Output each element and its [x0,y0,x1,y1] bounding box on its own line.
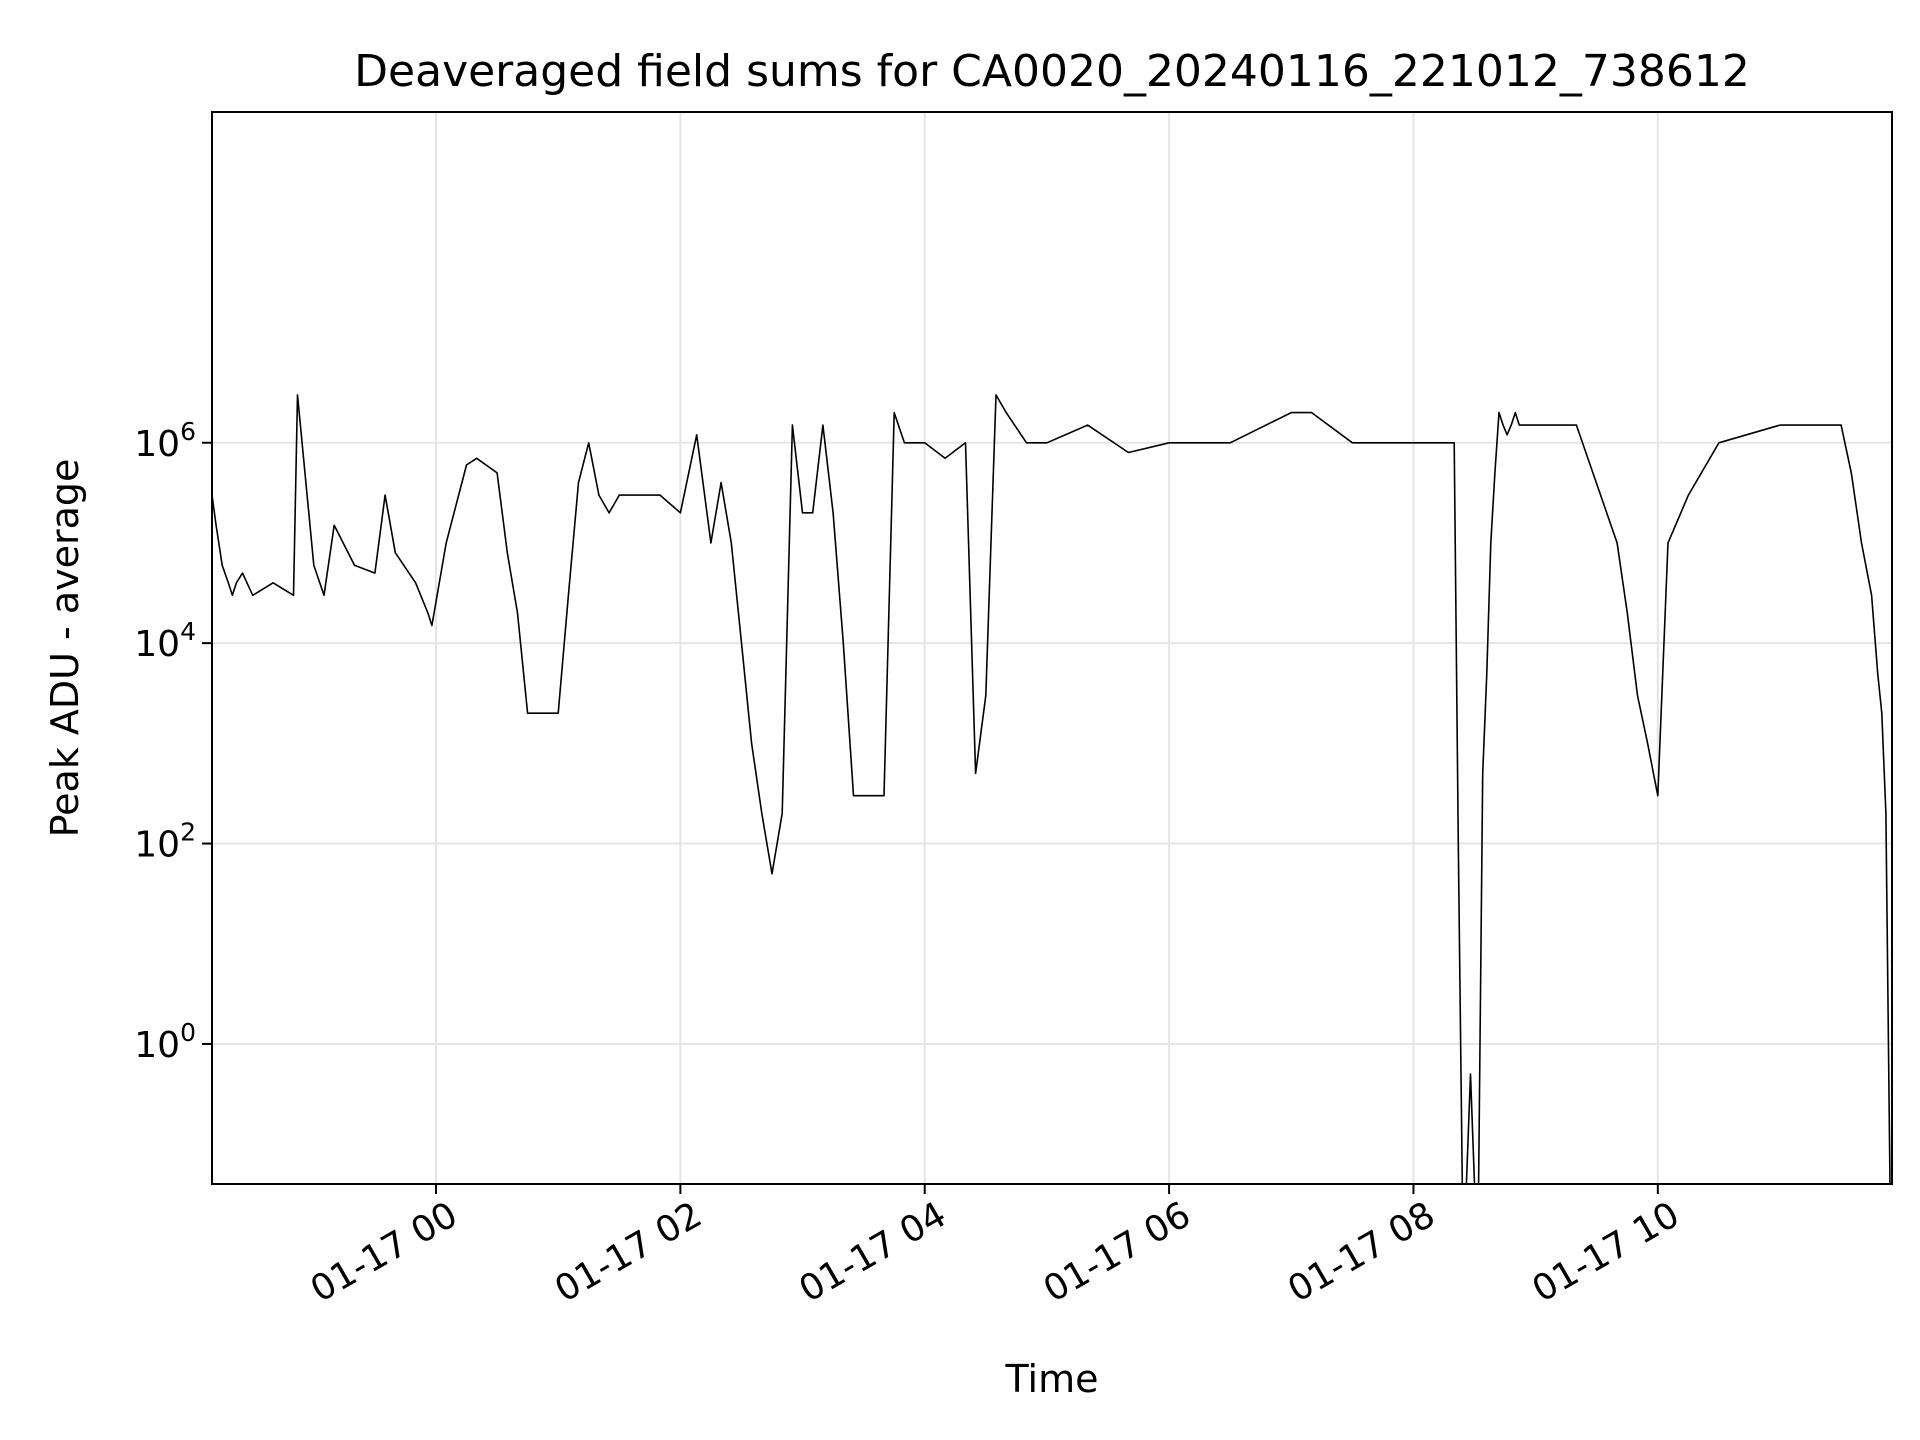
y-tick-label: 104 [134,617,196,665]
y-axis-ticks: 100 102 104 106 [134,417,212,1066]
y-tick-label: 106 [134,417,196,465]
y-tick-label: 100 [134,1018,196,1066]
series-line [211,394,1891,1185]
plot-area-frame [211,111,1893,1185]
x-axis-label: Time [1005,1357,1099,1401]
y-tick-label: 102 [134,818,196,866]
grid-lines [212,112,1892,1184]
chart-title: Deaveraged field sums for CA0020_2024011… [354,46,1750,97]
y-axis-label: Peak ADU - average [43,459,87,838]
